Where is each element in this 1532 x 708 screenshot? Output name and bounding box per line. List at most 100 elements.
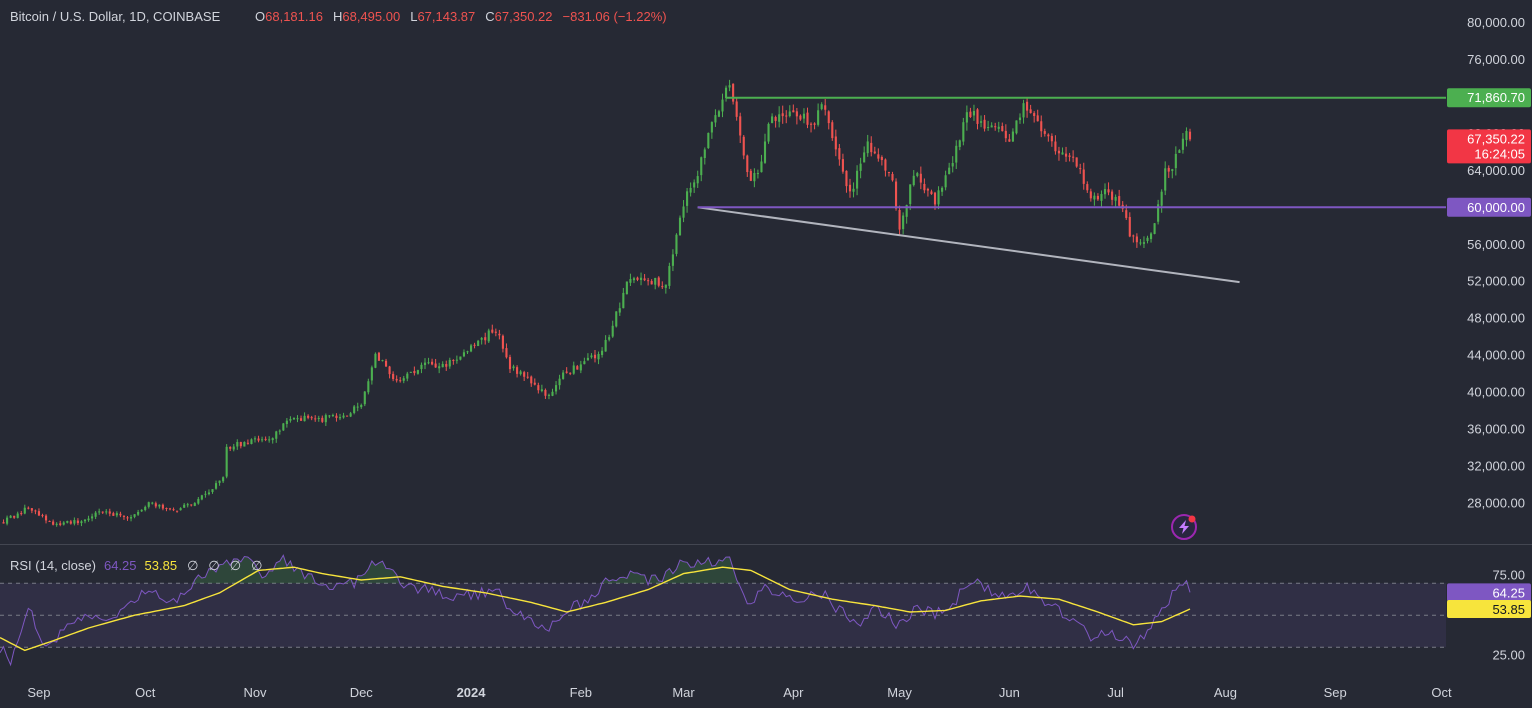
time-tick-label: Jun [999, 685, 1020, 700]
candle-body [1082, 169, 1085, 184]
candle-body [526, 376, 529, 378]
candle-body [253, 438, 257, 440]
candle-body [586, 357, 589, 361]
candle-body [105, 511, 108, 513]
candle-body [838, 148, 841, 160]
time-tick-label: May [887, 685, 912, 700]
price-tick-label: 76,000.00 [1467, 52, 1525, 67]
time-tick-label: Mar [672, 685, 695, 700]
candle-body [112, 513, 115, 516]
candle-body [236, 442, 239, 447]
candle-body [1093, 195, 1096, 200]
time-tick-label: Dec [350, 685, 374, 700]
candle-body [774, 117, 777, 121]
candle-body [923, 183, 926, 191]
candle-body [547, 394, 551, 396]
candle-body [1100, 194, 1103, 201]
support-price-tag [1447, 197, 1531, 217]
candle-body [140, 509, 143, 512]
candle-body [409, 371, 412, 373]
candle-body [1079, 168, 1082, 170]
candle-body [37, 511, 41, 516]
candle-body [990, 125, 993, 128]
candle-body [1114, 196, 1117, 201]
candle-body [193, 503, 196, 506]
candle-body [392, 373, 395, 380]
candle-body [1125, 210, 1128, 218]
candle-body [289, 418, 292, 421]
candle-body [533, 382, 536, 385]
candle-body [278, 430, 281, 432]
candle-body [1004, 130, 1007, 139]
candle-body [83, 519, 87, 522]
candle-body [388, 366, 391, 375]
candle-body [356, 406, 359, 408]
candle-body [742, 136, 745, 156]
candle-body [916, 173, 919, 176]
lightning-icon[interactable] [1171, 514, 1197, 540]
candle-body [671, 254, 674, 266]
candle-body [76, 520, 79, 524]
candle-body [172, 509, 175, 511]
candle-body [1072, 156, 1075, 158]
low-value: 67,143.87 [417, 9, 475, 24]
candle-body [540, 389, 543, 392]
candle-body [902, 215, 905, 230]
candle-body [972, 110, 976, 116]
candle-body [501, 335, 504, 349]
candle-body [554, 385, 558, 392]
candle-body [310, 417, 313, 419]
candle-body [848, 184, 852, 192]
candle-body [165, 508, 168, 510]
candle-body [824, 105, 827, 110]
candle-body [190, 504, 193, 506]
candle-body [639, 277, 643, 281]
candle-body [423, 362, 427, 366]
candle-body [1128, 216, 1131, 237]
candle-body [459, 356, 462, 360]
trendline[interactable] [697, 206, 1240, 284]
candle-body [632, 278, 636, 281]
candle-body [1188, 131, 1192, 140]
candle-body [52, 521, 55, 525]
candle-body [682, 206, 685, 218]
candle-body [1164, 168, 1167, 191]
rsi-ma-line [0, 566, 1191, 652]
price-tick-label: 80,000.00 [1467, 15, 1525, 30]
candle-body [1022, 103, 1025, 118]
candle-body [551, 391, 554, 396]
candle-body [494, 331, 497, 333]
candle-body [983, 119, 986, 129]
candle-body [239, 442, 242, 447]
candle-body [455, 359, 458, 361]
candle-body [448, 359, 451, 367]
support-price-tag-text: 60,000.00 [1467, 200, 1525, 215]
change-value: −831.06 (−1.22%) [563, 9, 667, 24]
candle-body [413, 370, 416, 374]
candle-body [1135, 236, 1138, 243]
time-tick-label: Nov [243, 685, 267, 700]
candle-body [508, 357, 512, 370]
candle-body [119, 513, 122, 516]
drawings-layer[interactable] [697, 96, 1446, 284]
candle-body [338, 417, 342, 419]
candle-body [912, 175, 915, 186]
candle-body [664, 284, 667, 288]
candle-body [523, 372, 526, 377]
candle-body [1103, 189, 1107, 195]
candle-body [873, 151, 876, 154]
candle-body [381, 360, 384, 362]
candle-body [622, 292, 625, 309]
high-label: H [333, 9, 342, 24]
candle-body [1174, 153, 1177, 169]
candle-body [749, 170, 752, 181]
candle-body [285, 420, 288, 424]
candle-body [98, 511, 101, 513]
candle-body [133, 514, 136, 517]
rsi-ma-tag-text: 53.85 [1492, 602, 1525, 617]
price-tick-label: 52,000.00 [1467, 274, 1525, 289]
candle-body [976, 109, 979, 124]
rsi-value: 64.25 [104, 558, 137, 573]
candle-body [1107, 189, 1110, 193]
